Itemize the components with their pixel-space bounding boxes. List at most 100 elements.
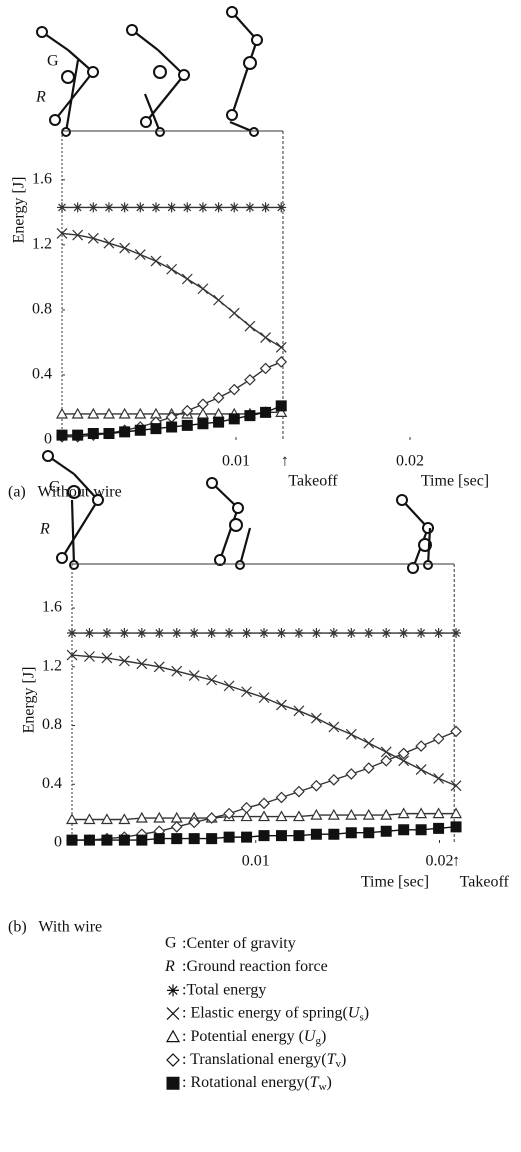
data-point [119,426,131,438]
data-point [103,202,114,213]
data-point [119,628,130,639]
data-point [154,628,165,639]
legend-text-part: :Total energy [182,981,266,998]
y-tick-label: 1.2 [42,657,62,674]
data-point [327,808,340,820]
data-point [101,652,113,664]
legend-text-part: :Ground reaction force [182,958,328,975]
data-point [206,628,217,639]
legend-text-part: g [315,1034,321,1046]
data-point [229,202,240,213]
data-point [166,202,177,213]
data-point [293,705,305,717]
data-point [197,418,209,430]
data-point [118,407,131,419]
data-point [188,833,200,845]
data-point [135,202,146,213]
legend-marker [166,1007,180,1021]
data-point [228,307,240,319]
data-point [166,263,178,275]
data-point [258,797,270,810]
data-point [380,754,393,767]
data-point [362,808,375,820]
legend-text-part: ) [364,1004,369,1021]
y-axis-label: Energy [J] [21,667,38,734]
legend-text-part: v [335,1058,341,1070]
data-point [134,407,147,419]
data-point [153,661,165,673]
data-point [258,692,270,704]
data-point [84,628,95,639]
data-point [102,407,115,419]
y-tick-label: 1.6 [42,599,62,616]
legend-text-part: :Center of gravity [182,935,296,952]
legend-text: :Ground reaction force [182,958,328,975]
legend-text: :Center of gravity [182,935,296,952]
x-tick-label: 0.01 [242,853,270,870]
data-point [275,830,287,842]
x-tick-label: 0.01 [222,453,250,470]
data-point [206,833,218,845]
legend-text-part: T [310,1074,320,1091]
data-point [56,228,68,239]
robot-sketch [42,450,434,574]
data-point [212,391,225,404]
y-tick-label: 0.8 [32,301,52,318]
data-point [57,202,67,213]
data-point [275,356,288,368]
takeoff-label: Takeoff [288,473,338,490]
data-point [241,831,253,843]
data-point [118,834,130,846]
data-point [71,407,84,419]
data-point [363,737,375,749]
data-point [276,628,287,639]
data-point [260,406,272,418]
data-point [181,273,193,285]
caption: (a) Without wire [8,484,122,501]
data-point [83,834,95,846]
data-point [119,242,131,254]
data-point [240,801,253,814]
data-point [150,202,161,213]
series-line [71,654,457,787]
robot-sketch [36,6,263,137]
data-point [213,202,224,213]
x-axis-label: Time [sec] [361,874,429,891]
data-point [87,232,99,244]
data-point [328,828,340,840]
data-point [345,808,358,820]
x-tick-label: 0.02 [426,853,454,870]
data-point [119,202,130,213]
data-point [398,628,409,639]
data-point [260,332,272,343]
x-tick-label: 0.02 [396,453,424,470]
data-point [103,427,115,439]
data-point [136,834,148,846]
data-point [433,772,445,784]
data-point [213,416,225,428]
data-point [118,813,131,825]
legend-text: :Total energy [182,981,266,998]
data-point [451,628,462,639]
data-point [136,628,147,639]
data-point [188,670,200,682]
force-label: R [35,89,46,106]
data-point [346,628,357,639]
data-point [310,828,322,840]
legend-text: : Potential energy (Ug) [182,1027,326,1046]
legend-text: : Translational energy(Tv) [182,1051,346,1070]
data-point [259,628,270,639]
data-point [84,651,95,662]
data-point [150,255,162,267]
data-point [450,780,462,792]
data-point [345,768,358,780]
data-point [72,202,83,213]
data-point [362,762,375,774]
data-point [380,808,393,820]
data-point [87,427,99,439]
data-point [310,779,323,792]
data-point [171,833,183,845]
data-point [244,202,255,213]
data-point [327,774,340,786]
legend-key: R [164,958,175,975]
